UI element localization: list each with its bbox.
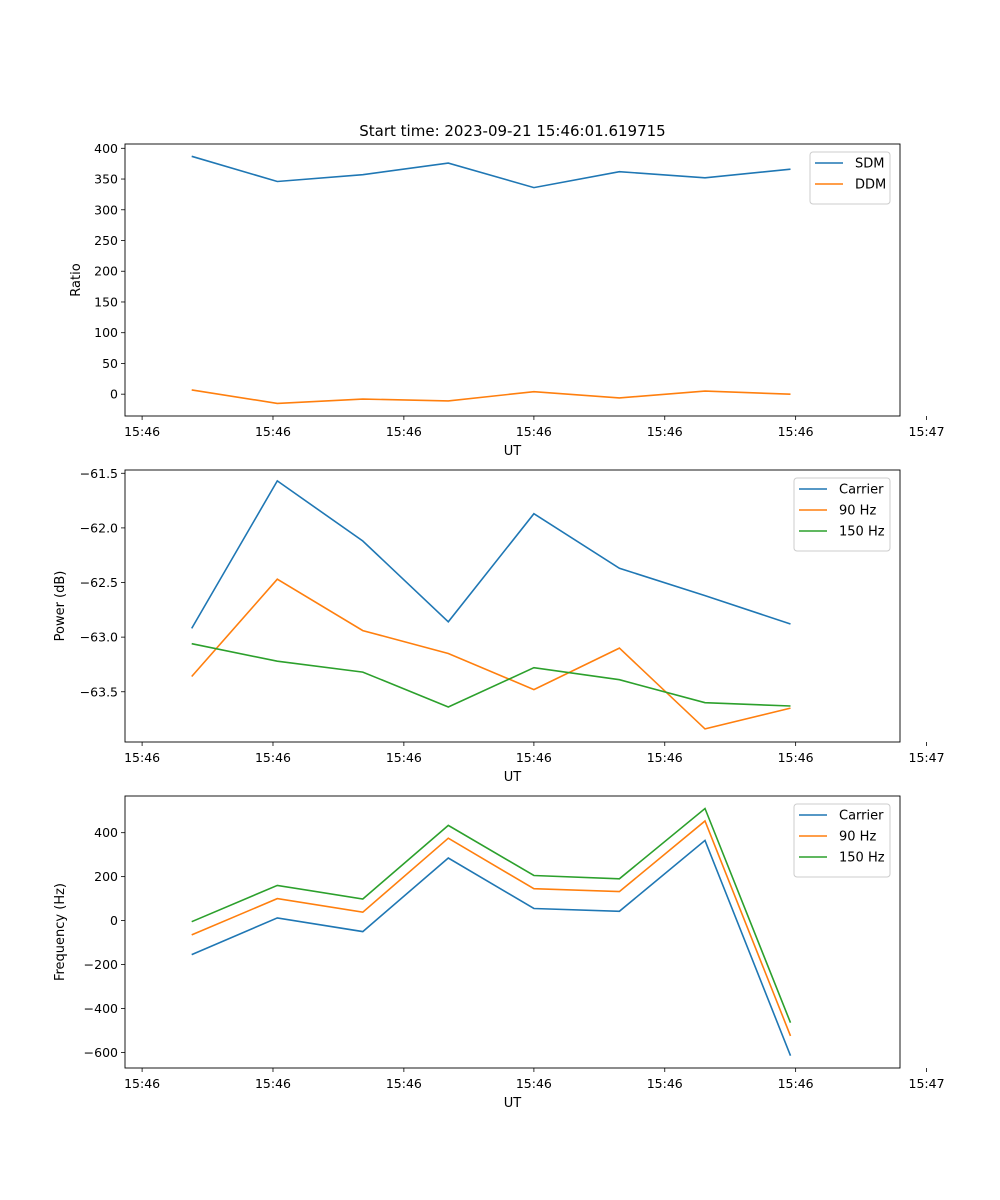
figure-title: Start time: 2023-09-21 15:46:01.619715 bbox=[359, 122, 665, 140]
panel-3: −600 −400 −200 0 200 400 15:46 15:46 15:46 15:46 1… bbox=[53, 795, 945, 1111]
legend-label: 150 Hz bbox=[839, 851, 885, 866]
y-tick-label: −62.0 bbox=[80, 520, 118, 535]
x-tick-label: 15:46 bbox=[386, 750, 422, 765]
y-tick-label: 0 bbox=[110, 387, 118, 402]
series-line-carrier bbox=[191, 839, 792, 1056]
y-tick-label: −62.5 bbox=[80, 575, 118, 590]
y-tick-label: 200 bbox=[94, 264, 118, 279]
y-tick-label: −61.5 bbox=[80, 466, 118, 481]
y-axis-label: Power (dB) bbox=[53, 571, 68, 642]
y-tick-label: 350 bbox=[94, 172, 118, 187]
series-line-150-hz bbox=[191, 807, 792, 1023]
x-tick-label: 15:46 bbox=[124, 750, 160, 765]
x-tick-label: 15:46 bbox=[647, 424, 683, 439]
legend: SDM DDM bbox=[809, 151, 891, 205]
y-tick-label: 250 bbox=[94, 233, 118, 248]
x-tick-label: 15:46 bbox=[255, 1076, 291, 1091]
y-tick-label: −63.5 bbox=[80, 684, 118, 699]
legend-box bbox=[793, 803, 891, 878]
x-tick-label: 15:46 bbox=[516, 1076, 552, 1091]
y-axis-label: Ratio bbox=[69, 263, 84, 296]
axes-frame bbox=[124, 143, 901, 417]
y-tick-label: 0 bbox=[110, 913, 118, 928]
x-tick-label: 15:46 bbox=[124, 1076, 160, 1091]
x-tick-label: 15:46 bbox=[647, 1076, 683, 1091]
y-tick-label: 400 bbox=[94, 141, 118, 156]
x-axis-label: UT bbox=[504, 770, 522, 785]
x-axis-label: UT bbox=[504, 1096, 522, 1111]
series-line-90-hz bbox=[191, 819, 792, 1037]
x-tick-label: 15:46 bbox=[386, 424, 422, 439]
legend-label: Carrier bbox=[839, 483, 884, 498]
x-tick-label: 15:46 bbox=[778, 750, 814, 765]
series-line-90-hz bbox=[191, 578, 791, 730]
legend-label: Carrier bbox=[839, 809, 884, 824]
x-tick-label: 15:46 bbox=[516, 750, 552, 765]
x-tick-label: 15:46 bbox=[255, 750, 291, 765]
series-line-sdm bbox=[191, 155, 791, 189]
x-tick-label: 15:46 bbox=[516, 424, 552, 439]
x-tick-label: 15:46 bbox=[386, 1076, 422, 1091]
y-tick-label: 50 bbox=[102, 356, 118, 371]
axes-frame bbox=[124, 795, 901, 1069]
y-tick-label: 150 bbox=[94, 294, 118, 309]
y-tick-label: 200 bbox=[94, 869, 118, 884]
x-tick-label: 15:46 bbox=[778, 424, 814, 439]
legend: Carrier 90 Hz 150 Hz bbox=[793, 803, 891, 878]
legend-label: 90 Hz bbox=[839, 504, 876, 519]
x-tick-label: 15:47 bbox=[909, 1076, 945, 1091]
series-line-carrier bbox=[191, 479, 791, 629]
series-line-150-hz bbox=[191, 642, 791, 708]
panel-2: −63.5 −63.0 −62.5 −62.0 −61.5 15:46 15:46 15:46… bbox=[53, 466, 945, 785]
x-tick-label: 15:46 bbox=[255, 424, 291, 439]
legend: Carrier 90 Hz 150 Hz bbox=[793, 477, 891, 552]
y-tick-label: 100 bbox=[94, 325, 118, 340]
legend-box bbox=[809, 151, 891, 205]
y-tick-label: −400 bbox=[84, 1001, 118, 1016]
x-tick-label: 15:46 bbox=[778, 1076, 814, 1091]
panel-1: 0 50 100 150 200 250 300 350 400 15:46 15:46 15:46 1… bbox=[69, 141, 945, 459]
legend-box bbox=[793, 477, 891, 552]
x-axis-label: UT bbox=[504, 444, 522, 459]
x-tick-label: 15:46 bbox=[647, 750, 683, 765]
legend-label: 90 Hz bbox=[839, 830, 876, 845]
legend-label: 150 Hz bbox=[839, 525, 885, 540]
y-tick-label: 300 bbox=[94, 202, 118, 217]
y-tick-label: −600 bbox=[84, 1045, 118, 1060]
series-line-ddm bbox=[191, 389, 791, 405]
legend-label: DDM bbox=[855, 178, 886, 193]
y-tick-label: −200 bbox=[84, 957, 118, 972]
x-tick-label: 15:47 bbox=[909, 424, 945, 439]
axes-frame bbox=[124, 469, 901, 743]
y-tick-label: 400 bbox=[94, 825, 118, 840]
x-tick-label: 15:47 bbox=[909, 750, 945, 765]
x-tick-label: 15:46 bbox=[124, 424, 160, 439]
y-axis-label: Frequency (Hz) bbox=[53, 883, 68, 981]
legend-label: SDM bbox=[855, 157, 884, 172]
y-tick-label: −63.0 bbox=[80, 630, 118, 645]
